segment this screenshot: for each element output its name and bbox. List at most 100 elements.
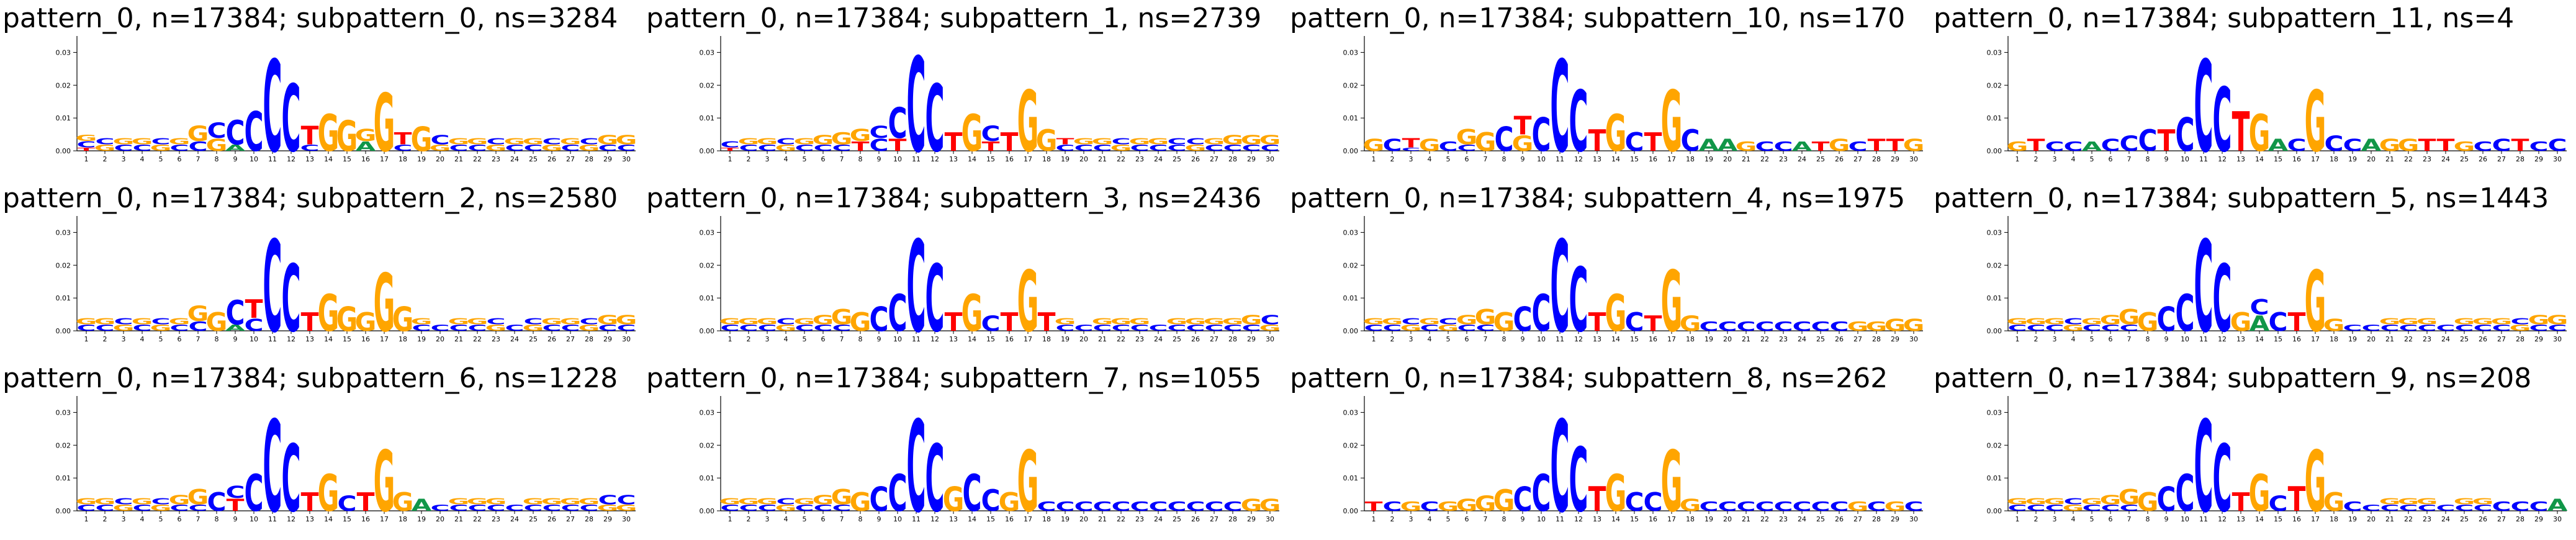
logo-letter-G: G: [1493, 308, 1515, 337]
x-tick-label: 23: [1135, 335, 1144, 343]
logo-letter-C: C: [1792, 499, 1811, 514]
logo-letter-G: G: [169, 137, 191, 146]
x-tick-label: 16: [1005, 515, 1014, 523]
x-tick-label: 11: [1556, 155, 1564, 163]
x-tick-label: 20: [1079, 515, 1088, 523]
logo-letter-C: C: [616, 492, 636, 507]
logo-letter: G: [961, 285, 983, 343]
logo-letter-G: G: [2491, 317, 2513, 326]
logo-letter-G: G: [831, 485, 853, 510]
x-tick-label: 16: [361, 515, 370, 523]
logo-letter: C: [1475, 323, 1495, 333]
logo-letter-G: G: [169, 317, 191, 326]
logo-letter-G: G: [2323, 488, 2345, 517]
logo-letter-A: A: [1699, 136, 1719, 155]
logo-letter-G: G: [2305, 73, 2326, 171]
x-tick-label: 22: [1117, 335, 1125, 343]
logo-letter-C: C: [1074, 143, 1093, 153]
logo-letter-C: C: [598, 492, 617, 507]
x-tick-label: 5: [2090, 155, 2094, 163]
logo-letter: G: [169, 492, 191, 507]
logo-letter: G: [1419, 317, 1441, 326]
x-tick-label: 19: [1705, 335, 1713, 343]
x-tick-label: 30: [622, 155, 631, 163]
logo-letter: C: [1092, 323, 1112, 333]
logo-letter: C: [225, 294, 245, 332]
logo-letter-G: G: [485, 323, 507, 333]
logo-letter: C: [542, 503, 561, 513]
x-tick-label: 30: [1266, 155, 1274, 163]
logo-plot: 0.000.010.020.031CG2CG3GC4CG5GC6CG7CG8C9…: [56, 394, 637, 540]
logo-letter: G: [1166, 317, 1188, 326]
x-tick-label: 3: [765, 335, 770, 343]
logo-letter-C: C: [114, 143, 133, 153]
logo-letter: G: [560, 317, 582, 326]
logo-letter-C: C: [263, 34, 282, 180]
logo-letter: C: [225, 114, 245, 152]
logo-letter: C: [832, 323, 851, 333]
x-tick-label: 13: [2236, 515, 2245, 523]
logo-letter: C: [2529, 323, 2548, 333]
logo-letter: C: [2492, 323, 2511, 333]
y-tick-label: 0.00: [1343, 327, 1359, 335]
logo-letter: C: [1773, 499, 1793, 514]
logo-letter-C: C: [505, 503, 524, 513]
logo-letter-C: C: [1420, 499, 1439, 514]
x-tick-label: 25: [529, 335, 538, 343]
logo-letter: C: [486, 317, 505, 326]
logo-letter: G: [2416, 317, 2438, 326]
logo-letter-C: C: [888, 465, 907, 523]
x-tick-label: 1: [1372, 155, 1376, 163]
x-tick-label: 23: [492, 515, 500, 523]
logo-letter-G: G: [2472, 497, 2494, 506]
logo-letter-C: C: [962, 465, 981, 523]
logo-letter: C: [2510, 499, 2529, 514]
x-tick-label: 26: [1191, 335, 1200, 343]
x-tick-label: 18: [399, 155, 407, 163]
logo-letter: T: [301, 308, 320, 337]
logo-letter: G: [94, 143, 116, 153]
logo-letter: C: [1531, 285, 1551, 343]
logo-letter-C: C: [1718, 319, 1737, 334]
logo-letter: G: [374, 433, 395, 531]
logo-letter-T: T: [1868, 136, 1886, 155]
logo-letter: C: [1260, 312, 1279, 327]
y-tick-label: 0.01: [1987, 474, 2002, 482]
x-tick-label: 7: [2127, 155, 2132, 163]
logo-letter-C: C: [2492, 499, 2511, 514]
logo-letter: C: [151, 137, 170, 146]
logo-letter: C: [281, 246, 300, 353]
logo-plot: 0.000.010.020.031CG2CG3CG4GC5CG6CG7CG8G9…: [1987, 394, 2568, 540]
x-tick-label: 4: [140, 515, 145, 523]
logo-letter-A: A: [412, 496, 432, 515]
logo-letter-C: C: [1420, 323, 1439, 333]
logo-letter: C: [151, 497, 170, 506]
logo-letter: G: [2137, 488, 2159, 517]
logo-letter: G: [485, 143, 507, 153]
logo-letter-C: C: [76, 503, 96, 513]
logo-letter: G: [150, 143, 172, 153]
logo-letter-C: C: [95, 323, 114, 333]
y-tick-label: 0.00: [700, 327, 715, 335]
y-tick-label: 0.00: [1987, 507, 2002, 515]
logo-letter-G: G: [448, 137, 470, 146]
logo-letter: G: [2063, 323, 2084, 333]
logo-letter: G: [336, 113, 358, 161]
logo-letter-A: A: [2547, 496, 2568, 515]
logo-letter: T: [1588, 480, 1606, 519]
x-tick-label: 2: [103, 515, 107, 523]
x-tick-label: 28: [2516, 155, 2524, 163]
x-tick-label: 8: [2146, 155, 2150, 163]
logo-letter: G: [831, 485, 853, 510]
logo-letter: C: [2138, 124, 2157, 158]
logo-letter: C: [1736, 319, 1755, 334]
logo-letter-G: G: [1885, 499, 1906, 514]
logo-letter: C: [393, 143, 412, 153]
logo-letter: G: [2379, 317, 2401, 326]
logo-letter: G: [1185, 317, 1207, 326]
logo-letter-C: C: [832, 323, 851, 333]
logo-letter: C: [263, 34, 282, 180]
x-tick-label: 2: [2034, 335, 2038, 343]
logo-letter: C: [1624, 488, 1644, 517]
x-tick-label: 29: [603, 335, 612, 343]
